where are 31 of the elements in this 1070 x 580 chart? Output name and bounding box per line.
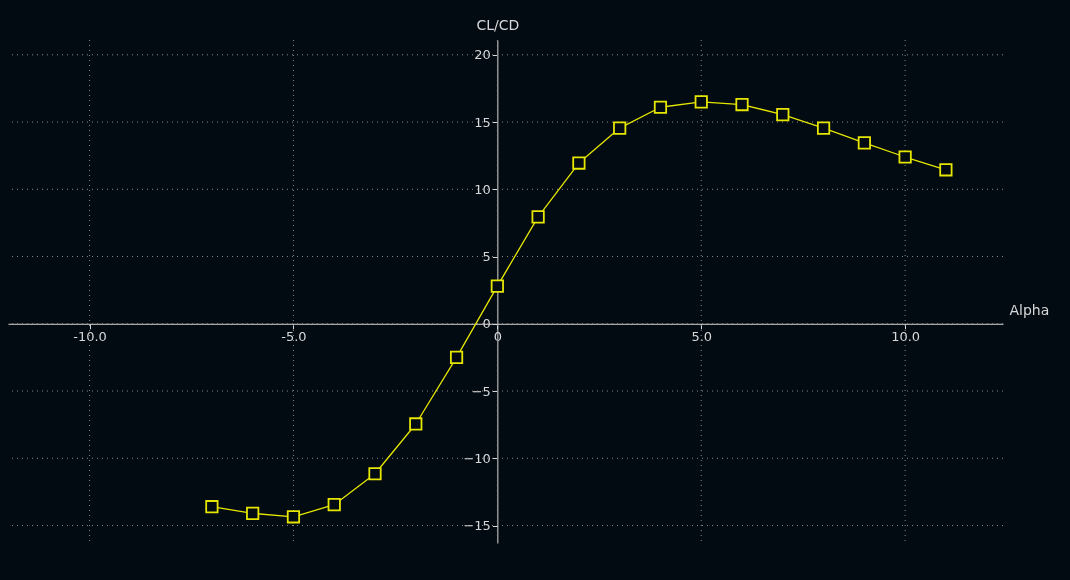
x-tick-label: 5.0: [691, 329, 713, 345]
y-tick-label: 15: [474, 114, 491, 130]
y-tick-label: −10: [463, 450, 491, 466]
point: [776, 108, 790, 122]
x-axis-title: Alpha: [1009, 302, 1050, 319]
point: [694, 95, 708, 109]
point: [327, 498, 341, 512]
point: [409, 417, 423, 431]
point: [735, 97, 749, 112]
y-tick-label: 5: [482, 249, 491, 265]
point: [653, 100, 668, 114]
point: [205, 500, 219, 514]
x-tick-label: -5.0: [281, 329, 307, 345]
point: [572, 156, 586, 170]
point: [531, 210, 545, 224]
point: [939, 163, 953, 177]
point: [449, 350, 464, 364]
point: [490, 279, 504, 293]
x-tick-label: -10.0: [73, 329, 107, 345]
point: [246, 506, 260, 521]
y-tick-label: 10: [474, 181, 491, 197]
point: [286, 510, 301, 524]
point: [857, 136, 871, 150]
point: [368, 467, 382, 481]
point: [816, 121, 831, 135]
y-tick-label: 20: [474, 47, 491, 63]
point: [613, 121, 627, 135]
y-tick-label: −5: [471, 383, 491, 399]
y-axis-title: CL/CD: [476, 16, 520, 33]
x-tick-label: 10.0: [891, 329, 921, 345]
point: [898, 150, 912, 164]
